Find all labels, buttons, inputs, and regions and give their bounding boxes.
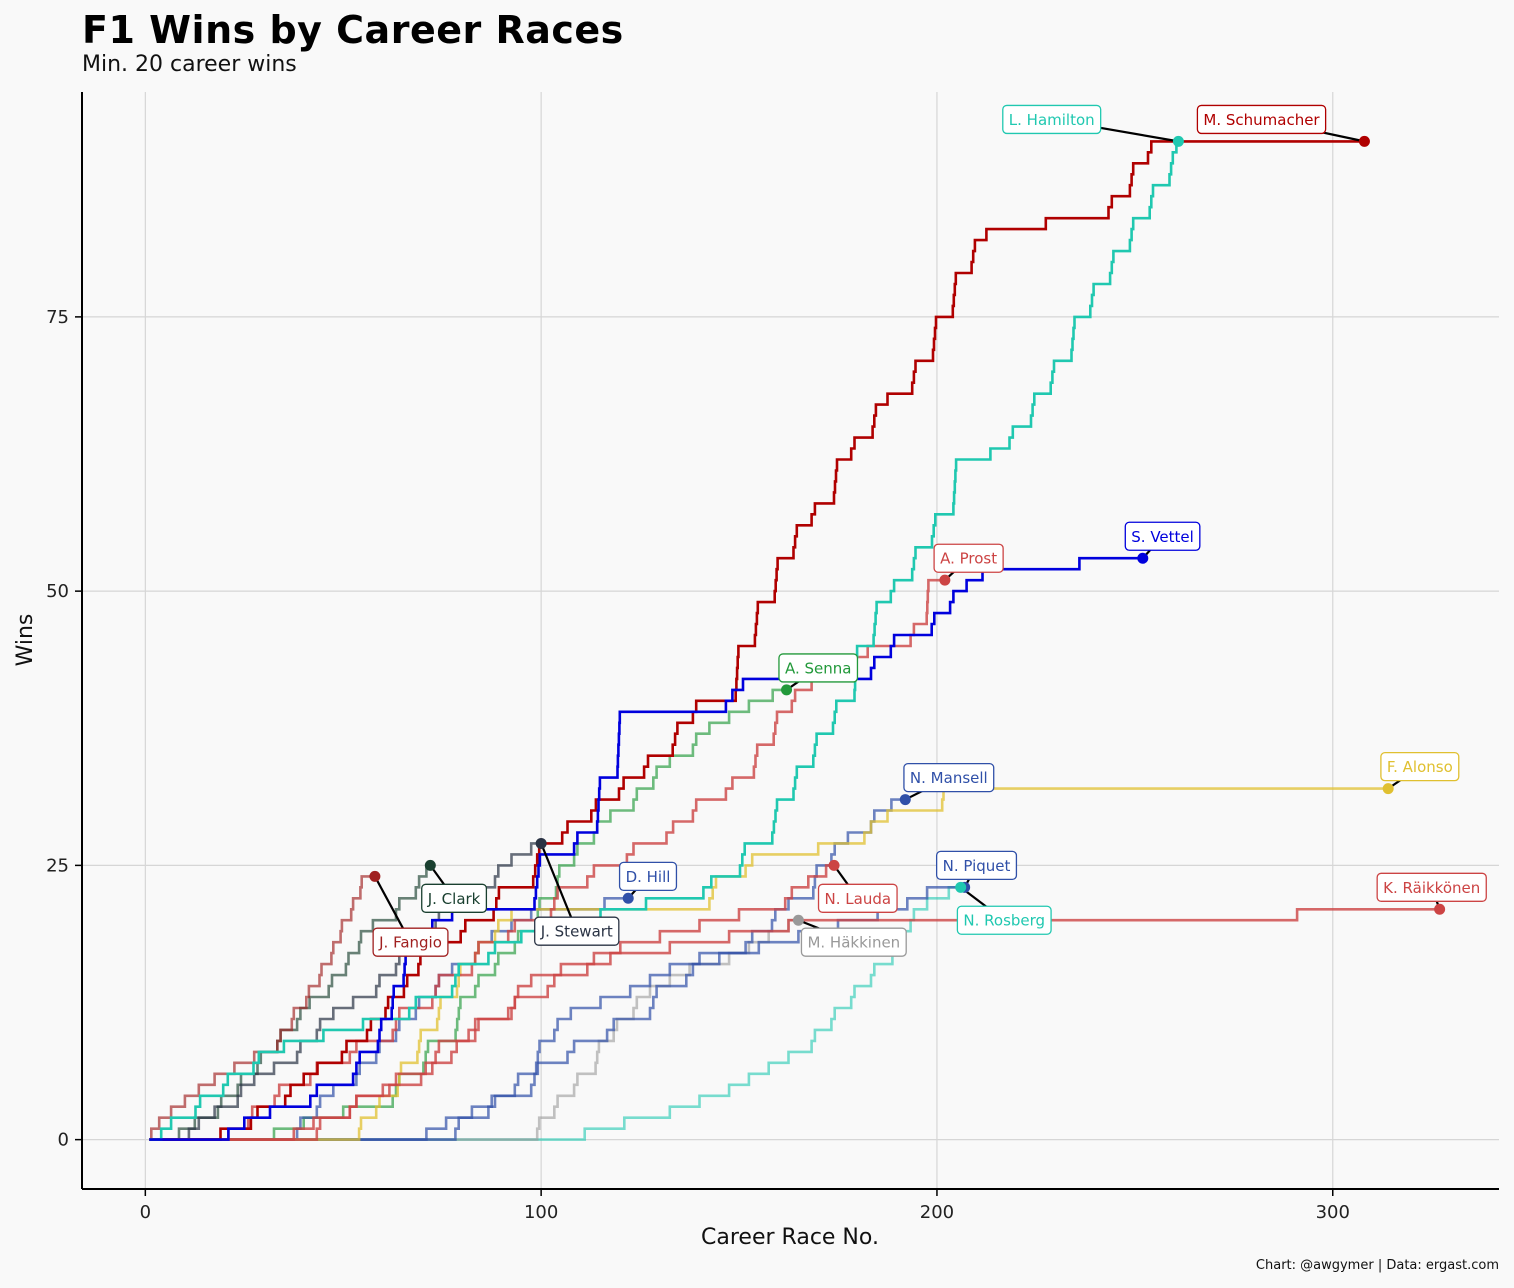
end-point-l-hamilton bbox=[1172, 135, 1184, 147]
series-line-j-fangio bbox=[149, 875, 375, 1141]
series-label-m-h-kkinen: M. Häkkinen bbox=[800, 927, 907, 957]
end-point-m-h-kkinen bbox=[792, 914, 804, 926]
x-tick-label: 0 bbox=[140, 1202, 151, 1223]
series-line-d-hill bbox=[149, 897, 629, 1141]
end-point-n-mansell bbox=[899, 794, 911, 806]
grid bbox=[82, 92, 1499, 1189]
series-label-text: D. Hill bbox=[626, 868, 671, 886]
end-point-n-lauda bbox=[828, 859, 840, 871]
series-label-d-hill: D. Hill bbox=[618, 861, 678, 892]
series-line-k-r-ikk-nen bbox=[149, 908, 1440, 1141]
series-label-text: N. Mansell bbox=[910, 769, 988, 787]
series-labels: M. Schumacher L. Hamilton S. Vettel A. Pros… bbox=[372, 104, 1487, 957]
chart-title: F1 Wins by Career Races bbox=[82, 8, 624, 52]
series-lines bbox=[149, 140, 1440, 1141]
chart-caption: Chart: @awgymer | Data: ergast.com bbox=[1255, 1258, 1499, 1273]
series-label-j-clark: J. Clark bbox=[421, 883, 488, 913]
end-point-j-fangio bbox=[369, 870, 381, 882]
end-point-a-senna bbox=[781, 684, 793, 696]
x-axis-title: Career Race No. bbox=[701, 1225, 879, 1250]
series-label-text: A. Senna bbox=[785, 659, 852, 677]
series-line-l-hamilton bbox=[149, 140, 1179, 1141]
x-tick-label: 200 bbox=[920, 1202, 954, 1223]
series-label-text: S. Vettel bbox=[1131, 528, 1194, 546]
end-point-f-alonso bbox=[1382, 783, 1394, 795]
series-label-j-fangio: J. Fangio bbox=[372, 927, 449, 957]
end-point-s-vettel bbox=[1137, 552, 1149, 564]
label-leaders bbox=[373, 118, 1441, 944]
y-axis-title: Wins bbox=[13, 614, 38, 667]
series-label-text: N. Lauda bbox=[825, 890, 892, 908]
series-label-text: F. Alonso bbox=[1387, 758, 1453, 776]
x-tick-label: 300 bbox=[1316, 1202, 1350, 1223]
end-point-n-rosberg bbox=[955, 881, 967, 893]
y-tick-label: 25 bbox=[46, 855, 69, 876]
series-label-j-stewart: J. Stewart bbox=[534, 916, 620, 946]
series-line-m-schumacher bbox=[149, 140, 1365, 1141]
series-label-l-hamilton: L. Hamilton bbox=[1002, 104, 1102, 135]
y-tick-label: 50 bbox=[46, 581, 69, 602]
series-label-n-rosberg: N. Rosberg bbox=[956, 905, 1052, 935]
series-label-text: N. Rosberg bbox=[963, 912, 1045, 930]
series-line-n-mansell bbox=[149, 798, 906, 1141]
series-line-a-senna bbox=[149, 688, 787, 1141]
series-label-f-alonso: F. Alonso bbox=[1380, 752, 1460, 782]
series-label-text: J. Stewart bbox=[540, 923, 613, 941]
series-line-n-lauda bbox=[149, 864, 834, 1141]
series-label-m-schumacher: M. Schumacher bbox=[1196, 104, 1327, 135]
end-point-k-r-ikk-nen bbox=[1434, 903, 1446, 915]
series-line-f-alonso bbox=[149, 787, 1389, 1141]
series-label-n-lauda: N. Lauda bbox=[817, 883, 898, 913]
series-label-a-senna: A. Senna bbox=[778, 653, 859, 683]
series-end-points bbox=[369, 135, 1446, 926]
series-label-text: K. Räikkönen bbox=[1383, 879, 1480, 897]
y-tick-label: 0 bbox=[58, 1130, 69, 1151]
series-label-k-r-ikk-nen: K. Räikkönen bbox=[1376, 872, 1487, 902]
end-point-j-stewart bbox=[535, 837, 547, 849]
series-label-n-mansell: N. Mansell bbox=[903, 762, 995, 793]
series-label-text: J. Clark bbox=[427, 890, 481, 908]
end-point-d-hill bbox=[622, 892, 634, 904]
series-label-text: J. Fangio bbox=[378, 934, 442, 952]
series-label-text: L. Hamilton bbox=[1009, 111, 1095, 129]
series-label-text: N. Piquet bbox=[943, 857, 1011, 875]
series-label-text: M. Häkkinen bbox=[807, 934, 900, 952]
x-tick-label: 100 bbox=[524, 1202, 558, 1223]
end-point-a-prost bbox=[939, 574, 951, 586]
chart-subtitle: Min. 20 career wins bbox=[82, 52, 297, 77]
y-tick-label: 75 bbox=[46, 307, 69, 328]
series-label-text: M. Schumacher bbox=[1203, 111, 1320, 129]
series-label-a-prost: A. Prost bbox=[933, 543, 1004, 573]
series-label-text: A. Prost bbox=[940, 550, 997, 568]
axes: 0 100 200 300 0 25 50 75 bbox=[46, 92, 1499, 1223]
series-label-s-vettel: S. Vettel bbox=[1124, 521, 1201, 551]
series-label-n-piquet: N. Piquet bbox=[935, 850, 1018, 881]
end-point-m-schumacher bbox=[1358, 135, 1370, 147]
end-point-j-clark bbox=[424, 859, 436, 871]
series-line-s-vettel bbox=[149, 556, 1143, 1141]
